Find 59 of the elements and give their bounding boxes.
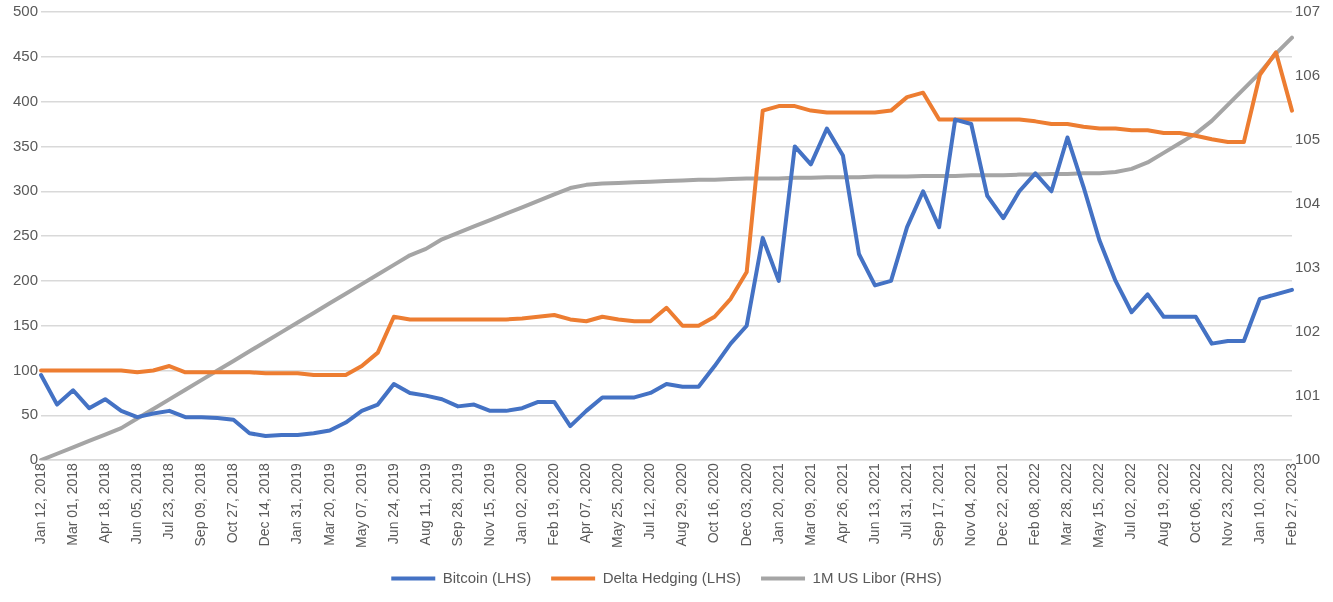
- x-tick-label: Apr 07, 2020: [577, 462, 594, 544]
- y2-tick-label: 104: [1294, 194, 1320, 212]
- x-tick-label: Apr 26, 2021: [833, 462, 850, 544]
- x-tick-label: May 15, 2022: [1090, 462, 1107, 549]
- y2-tick-label: 102: [1294, 322, 1320, 340]
- legend-label: Delta Hedging (LHS): [602, 568, 742, 586]
- legend-label: 1M US Libor (RHS): [812, 568, 942, 586]
- y-tick-label: 450: [13, 46, 39, 64]
- x-tick-label: Sep 28, 2019: [448, 462, 465, 547]
- x-tick-label: Nov 15, 2019: [480, 462, 497, 547]
- y2-tick-label: 107: [1294, 2, 1320, 20]
- x-tick-label: Jan 20, 2021: [769, 462, 786, 545]
- x-tick-label: Nov 23, 2022: [1218, 462, 1235, 547]
- y-tick-label: 350: [13, 136, 39, 154]
- x-tick-label: May 25, 2020: [609, 462, 626, 549]
- x-tick-label: Apr 18, 2018: [96, 462, 113, 544]
- x-tick-label: Mar 09, 2021: [801, 462, 818, 546]
- x-tick-label: Jul 02, 2022: [1122, 462, 1139, 540]
- x-tick-label: Feb 19, 2020: [545, 462, 562, 546]
- x-tick-label: Aug 19, 2022: [1154, 462, 1171, 547]
- x-tick-label: May 07, 2019: [352, 462, 369, 549]
- y-tick-label: 100: [13, 360, 39, 378]
- x-tick-label: Jun 13, 2021: [865, 462, 882, 545]
- x-tick-label: Mar 20, 2019: [320, 462, 337, 546]
- x-tick-label: Jan 31, 2019: [288, 462, 305, 545]
- y-tick-label: 50: [21, 405, 39, 423]
- y2-tick-label: 105: [1294, 130, 1320, 148]
- y-tick-label: 200: [13, 271, 39, 289]
- x-tick-label: Jul 31, 2021: [897, 462, 914, 540]
- x-tick-label: Jan 02, 2020: [513, 462, 530, 545]
- x-tick-label: Oct 06, 2022: [1186, 462, 1203, 544]
- x-tick-label: Oct 27, 2018: [224, 462, 241, 544]
- x-tick-label: Dec 03, 2020: [737, 462, 754, 547]
- y-tick-label: 400: [13, 91, 39, 109]
- x-tick-label: Jul 23, 2018: [160, 462, 177, 540]
- y2-tick-label: 103: [1294, 258, 1320, 276]
- x-tick-label: Jan 10, 2023: [1250, 462, 1267, 545]
- x-tick-label: Sep 17, 2021: [930, 462, 946, 547]
- x-tick-label: Mar 01, 2018: [63, 462, 80, 546]
- x-tick-label: Aug 29, 2020: [673, 462, 690, 547]
- y-tick-label: 500: [13, 2, 39, 20]
- y2-tick-label: 101: [1294, 386, 1320, 404]
- y-tick-label: 300: [13, 181, 39, 199]
- x-tick-label: Jul 12, 2020: [641, 462, 658, 540]
- x-tick-label: Dec 22, 2021: [994, 462, 1011, 547]
- x-tick-label: Mar 28, 2022: [1058, 462, 1075, 546]
- x-tick-label: Feb 08, 2022: [1026, 462, 1043, 546]
- legend-label: Bitcoin (LHS): [442, 568, 532, 586]
- x-tick-label: Jun 24, 2019: [384, 462, 401, 545]
- x-tick-label: Dec 14, 2018: [256, 462, 273, 547]
- x-tick-label: Feb 27, 2023: [1282, 462, 1299, 546]
- y-tick-label: 250: [13, 226, 39, 244]
- x-tick-label: Oct 16, 2020: [705, 462, 722, 544]
- x-tick-label: Jun 05, 2018: [128, 462, 145, 545]
- y-tick-label: 150: [13, 315, 39, 333]
- x-tick-label: Sep 09, 2018: [192, 462, 209, 547]
- y2-tick-label: 106: [1294, 66, 1320, 84]
- x-tick-label: Nov 04, 2021: [962, 462, 979, 547]
- x-tick-label: Aug 11, 2019: [416, 462, 433, 546]
